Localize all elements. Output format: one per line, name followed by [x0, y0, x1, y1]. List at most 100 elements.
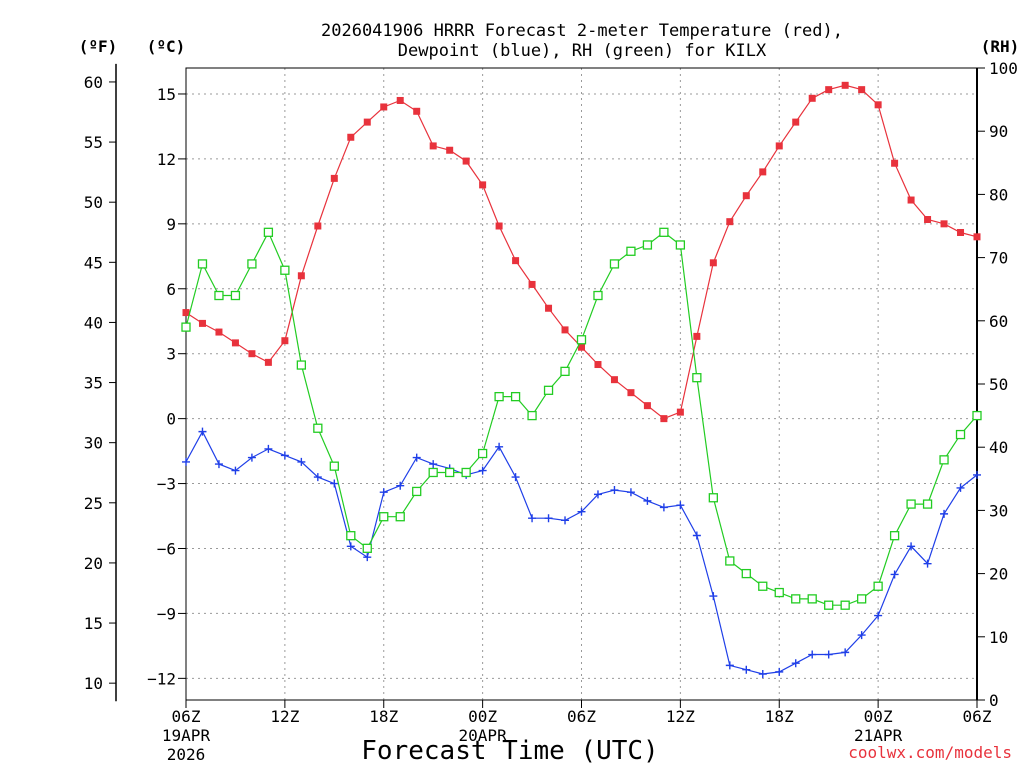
fahrenheit-unit-label: (ºF)	[79, 37, 118, 56]
dewpoint-point	[659, 503, 668, 512]
dewpoint-point	[808, 650, 817, 659]
temperature-point	[693, 332, 701, 340]
celsius-unit-label: (ºC)	[147, 37, 186, 56]
temperature-point	[940, 220, 948, 228]
plot-frame	[185, 67, 978, 701]
temperature-point	[182, 309, 190, 317]
c-axis-tick-label: 0	[166, 410, 176, 429]
rh-point	[889, 531, 900, 541]
rh-point	[922, 499, 933, 509]
credit-text: coolwx.com/models	[848, 743, 1012, 762]
temperature-series	[182, 81, 981, 423]
rh-point	[346, 531, 356, 541]
f-axis-tick-label: 50	[84, 193, 103, 212]
rh-point	[593, 290, 603, 301]
temperature-point	[973, 233, 981, 241]
dewpoint-point	[511, 473, 520, 482]
dewpoint-point	[412, 453, 421, 462]
rh-point	[824, 600, 834, 610]
rh-point	[461, 467, 471, 478]
temperature-point	[759, 168, 767, 176]
dewpoint-point	[379, 488, 388, 497]
f-axis-tick-label: 30	[84, 434, 103, 453]
x-axis-tick-label: 12Z	[270, 707, 299, 726]
temperature-point	[495, 222, 503, 230]
temperature-point	[907, 196, 915, 204]
temperature-point	[363, 118, 371, 126]
temperature-point	[462, 157, 470, 165]
rh-point	[659, 227, 669, 237]
f-axis-tick-label: 10	[84, 674, 103, 693]
rh-point	[247, 259, 257, 269]
dewpoint-point	[857, 631, 866, 640]
temperature-point	[248, 350, 256, 358]
rh-point	[741, 568, 751, 579]
x-axis-title: Forecast Time (UTC)	[361, 736, 658, 766]
x-axis-date-label: 19APR	[162, 726, 211, 745]
chart-title-line-2: Dewpoint (blue), RH (green) for KILX	[398, 41, 767, 61]
x-axis-tick-label: 06Z	[172, 707, 201, 726]
dewpoint-point	[346, 542, 355, 551]
temperature-point	[330, 174, 338, 182]
dewpoint-point	[874, 611, 883, 620]
temperature-point	[314, 222, 322, 230]
dewpoint-point	[198, 427, 207, 436]
c-axis-tick-label: −3	[157, 475, 176, 494]
rh-point	[791, 594, 801, 604]
temperature-point	[610, 376, 618, 384]
x-axis-year-label: 2026	[167, 745, 206, 764]
temperature-point	[198, 319, 206, 327]
c-axis-tick-label: 6	[166, 280, 176, 299]
rh-axis-tick-label: 40	[989, 438, 1008, 457]
rh-point	[725, 556, 735, 566]
dewpoint-point	[478, 466, 487, 475]
dewpoint-point	[297, 457, 306, 466]
dewpoint-point	[528, 514, 537, 523]
rh-point	[576, 335, 587, 345]
temperature-point	[512, 257, 520, 265]
rh-axis-tick-label: 0	[989, 691, 999, 710]
temperature-point	[957, 228, 965, 236]
x-axis-tick-label: 06Z	[567, 707, 596, 726]
rh-point	[395, 512, 405, 522]
dewpoint-point	[247, 453, 256, 462]
chart-title-line-1: 2026041906 HRRR Forecast 2-meter Tempera…	[321, 21, 843, 41]
temperature-point	[264, 358, 272, 366]
temperature-point	[297, 272, 305, 280]
temperature-point	[841, 81, 849, 89]
temperature-point	[792, 118, 800, 126]
c-axis-tick-label: 9	[166, 215, 176, 234]
rh-series	[181, 227, 982, 610]
rh-point	[856, 594, 867, 604]
dewpoint-point	[725, 661, 734, 670]
c-axis-tick-label: 12	[157, 150, 176, 169]
temperature-point	[413, 107, 421, 115]
f-axis-tick-label: 25	[84, 494, 103, 513]
rh-point	[313, 423, 323, 433]
x-axis-tick-label: 00Z	[468, 707, 497, 726]
temperature-point	[215, 328, 223, 336]
rh-axis-tick-label: 70	[989, 249, 1008, 268]
dewpoint-point	[330, 479, 339, 488]
temperature-point	[281, 337, 289, 345]
dewpoint-point	[577, 507, 586, 516]
rh-point	[296, 360, 307, 370]
x-axis-date-label: 20APR	[459, 726, 508, 745]
temperature-point	[231, 339, 239, 347]
dewpoint-series	[182, 427, 981, 679]
temperature-point	[676, 408, 684, 416]
temperature-point	[429, 142, 437, 150]
c-axis-tick-label: 15	[157, 85, 176, 104]
dewpoint-point	[923, 559, 932, 568]
temperature-point	[858, 86, 866, 94]
rh-point	[906, 499, 916, 509]
series-lines	[181, 81, 982, 679]
dewpoint-point	[643, 496, 652, 505]
rh-point	[197, 259, 208, 269]
dewpoint-point	[775, 667, 784, 676]
x-axis-tick-label: 18Z	[369, 707, 398, 726]
temperature-point	[380, 103, 388, 111]
rh-axis-tick-label: 60	[989, 312, 1008, 331]
temperature-point	[479, 181, 487, 189]
